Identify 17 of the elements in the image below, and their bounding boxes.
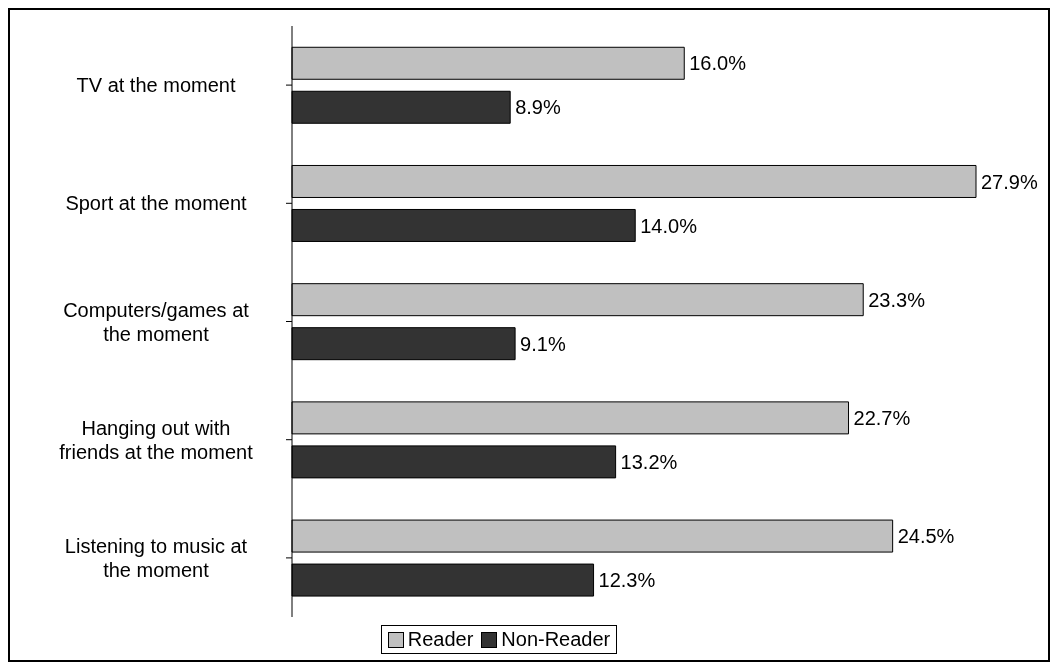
- data-label: 24.5%: [897, 525, 955, 548]
- y-tick-label: Listening to music at the moment: [64, 534, 248, 581]
- y-tick-label: Hanging out with friends at the moment: [59, 416, 254, 463]
- data-label: 23.3%: [868, 288, 926, 311]
- y-tick-label: Computers/games at the moment: [63, 298, 250, 345]
- legend-label: Reader: [406, 628, 474, 651]
- data-label: 16.0%: [689, 52, 747, 75]
- y-tick-label: Sport at the moment: [65, 192, 248, 215]
- y-tick-label: TV at the moment: [76, 74, 236, 97]
- data-label: 13.2%: [620, 450, 678, 473]
- data-label: 8.9%: [515, 96, 561, 119]
- data-label: 22.7%: [853, 406, 911, 429]
- legend-label: Non-Reader: [500, 628, 611, 651]
- data-label: 9.1%: [520, 332, 566, 355]
- data-label: 27.9%: [981, 170, 1038, 193]
- data-label: 12.3%: [598, 569, 656, 592]
- data-label: 14.0%: [640, 214, 698, 237]
